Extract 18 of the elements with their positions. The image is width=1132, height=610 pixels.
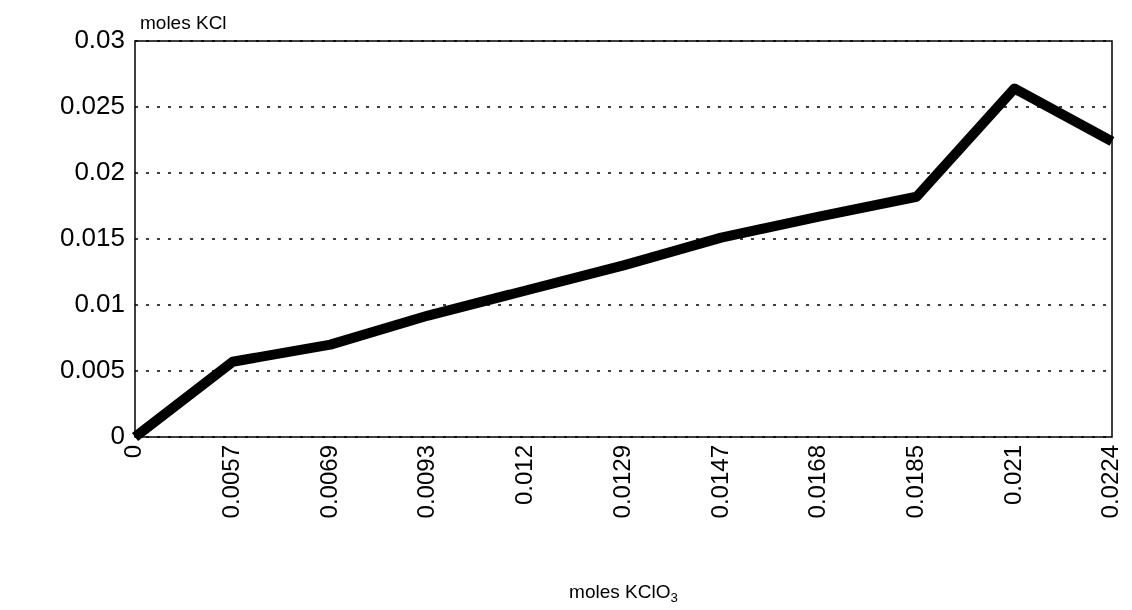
y-axis-title: moles KCl [140, 12, 227, 33]
y-tick-label: 0.03 [74, 23, 125, 54]
y-tick-label: 0.005 [59, 353, 125, 384]
x-tick-label: 0.0168 [803, 445, 831, 519]
x-tick-label: 0.0129 [607, 445, 635, 519]
y-tick-label: 0.015 [59, 221, 125, 252]
x-tick-label: 0.0057 [217, 445, 245, 519]
x-tick-label: 0.0069 [314, 445, 342, 519]
x-tick-label: 0.0093 [412, 445, 440, 519]
y-tick-label: 0.02 [74, 155, 125, 186]
x-tick-label: 0.021 [998, 445, 1026, 506]
y-tick-label: 0.025 [59, 89, 125, 120]
x-tick-label: 0.0224 [1096, 445, 1124, 519]
x-tick-label: 0.012 [510, 445, 538, 506]
x-tick-label: 0.0185 [900, 445, 928, 519]
x-tick-label: 0.0147 [705, 445, 733, 519]
x-axis-title: moles KClO$_{3}$ [569, 581, 678, 605]
y-tick-label: 0.01 [74, 287, 125, 318]
